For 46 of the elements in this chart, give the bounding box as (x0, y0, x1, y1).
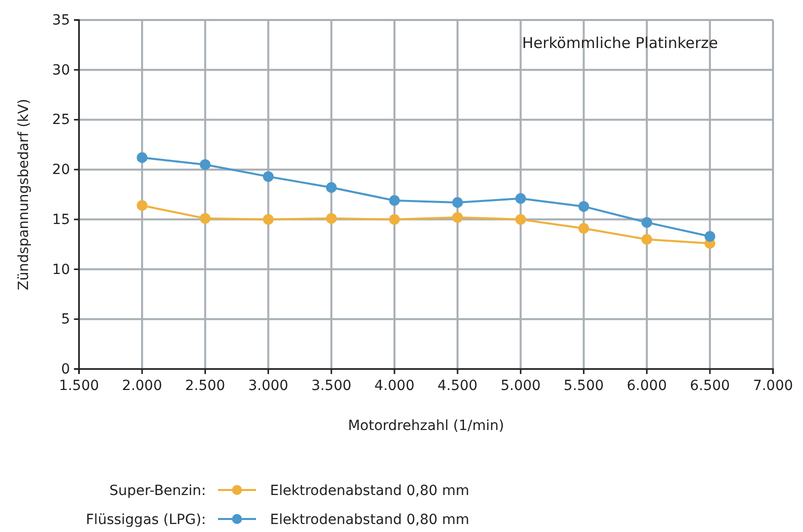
x-tick-label: 4.000 (374, 378, 414, 394)
point (200, 159, 211, 170)
x-tick-label: 5.000 (500, 378, 541, 394)
point (515, 193, 526, 204)
x-tick-label: 6.500 (690, 378, 730, 394)
point (136, 200, 148, 211)
legend-label: Elektrodenabstand 0,80 mm (270, 483, 470, 499)
point (262, 171, 274, 182)
point (578, 223, 590, 234)
text: Flüssiggas (LPG): (86, 512, 206, 528)
legend-label: Elektrodenabstand 0,80 mm (270, 512, 470, 528)
x-tick-label: 7.000 (752, 378, 794, 394)
x-tick-label: 5.500 (564, 378, 604, 394)
annotation: Herkömmliche Platinkerze (522, 34, 718, 52)
x-tick-label: 6.000 (626, 378, 667, 394)
x-tick-label: 3.000 (248, 378, 288, 394)
y-tick-label: 15 (52, 212, 70, 228)
point (200, 213, 211, 224)
point (578, 201, 590, 212)
x-axis-title: Motordrehzahl (1/min) (348, 418, 504, 434)
point (326, 213, 337, 224)
y-tick-label: 20 (52, 162, 70, 178)
x-tick-label: 4.500 (438, 378, 478, 394)
x-tick-label: 1.500 (58, 378, 100, 394)
x-tick-label: 2.000 (122, 378, 162, 394)
text: Super-Benzin: (109, 483, 206, 499)
point (704, 231, 716, 242)
point (452, 197, 463, 208)
point (136, 152, 148, 163)
y-tick-label: 0 (61, 361, 70, 378)
y-axis-title: Zündspannungsbedarf (kV) (16, 98, 32, 290)
y-tick-label: 10 (52, 262, 70, 278)
point (326, 182, 337, 193)
x-tick-label: 2.500 (185, 378, 226, 394)
point (452, 212, 463, 223)
y-tick-label: 5 (61, 312, 70, 328)
point (389, 195, 400, 206)
point (262, 214, 274, 225)
y-tick-label: 25 (52, 112, 70, 128)
point (641, 217, 652, 228)
point (515, 214, 526, 225)
x-tick-label: 3.500 (311, 378, 352, 394)
point (389, 214, 400, 225)
point (641, 234, 652, 245)
y-tick-label: 30 (52, 62, 70, 78)
y-tick-label: 35 (52, 12, 70, 28)
